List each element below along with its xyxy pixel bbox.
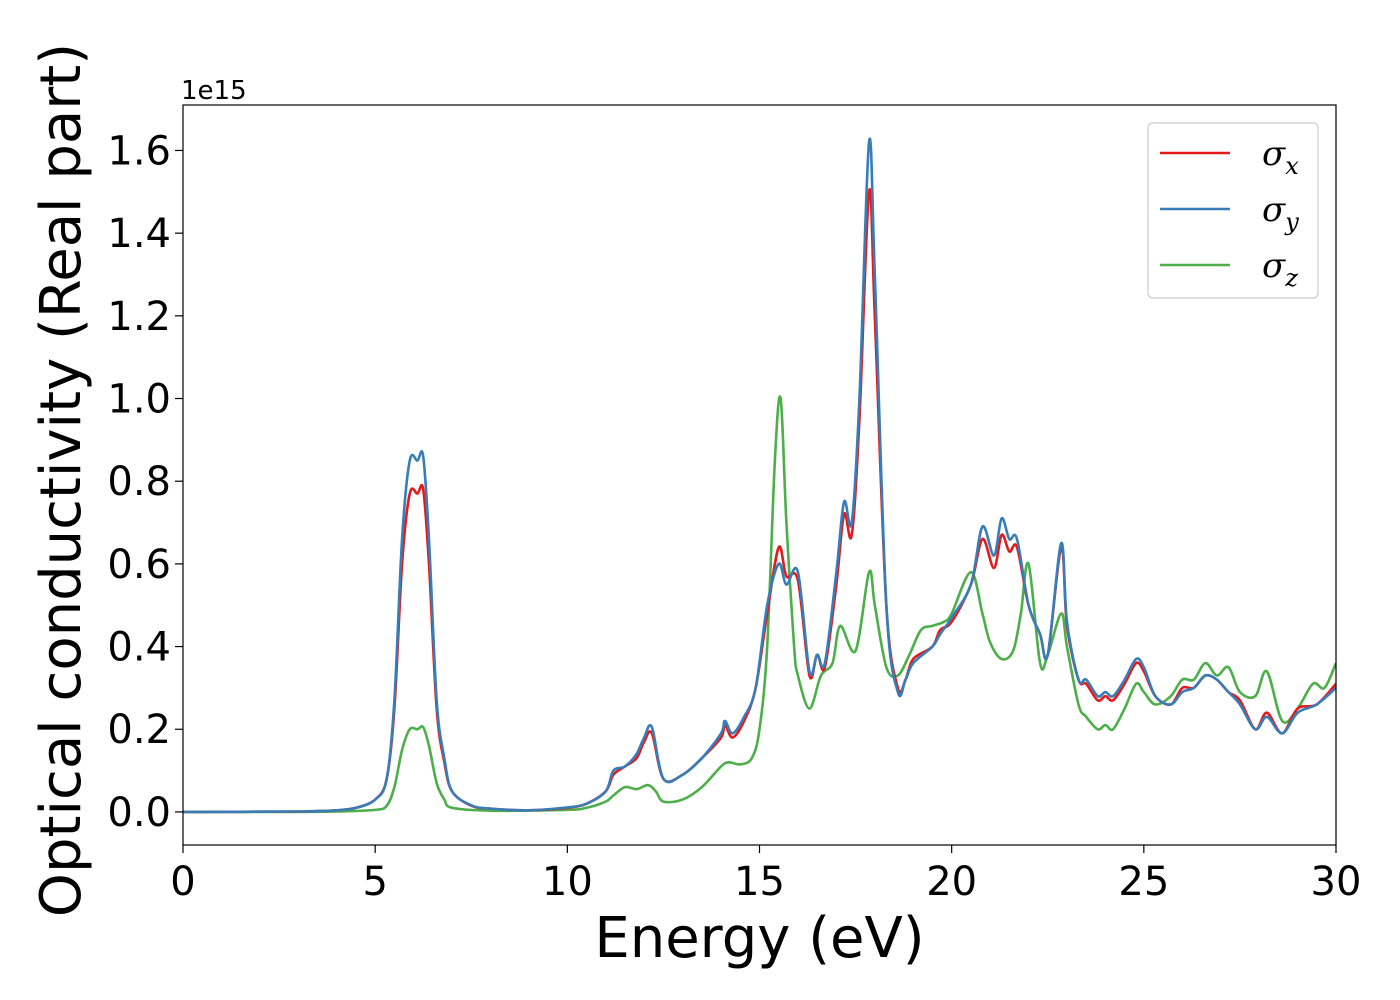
x-tick-label: 10 bbox=[542, 859, 593, 905]
y-tick-label: 0.0 bbox=[107, 790, 171, 836]
y-tick-label: 0.8 bbox=[107, 459, 171, 505]
sigma-z-line bbox=[183, 395, 1336, 814]
x-tick-label: 5 bbox=[362, 859, 387, 905]
legend-item-sigma-y: σy bbox=[1160, 190, 1299, 236]
legend-box bbox=[1147, 122, 1319, 299]
y-tick-label: 1.4 bbox=[107, 211, 171, 257]
legend: σx σy σz bbox=[1147, 122, 1319, 299]
y-tick-label: 1.2 bbox=[107, 294, 171, 340]
legend-label: σz bbox=[1262, 246, 1298, 292]
sigma-y-line bbox=[183, 137, 1336, 814]
y-tick-label: 0.6 bbox=[107, 542, 171, 588]
legend-item-sigma-z: σz bbox=[1160, 246, 1298, 292]
y-axis-title: Optical conductivity (Real part) bbox=[29, 43, 94, 917]
x-tick-label: 30 bbox=[1311, 859, 1362, 905]
legend-label: σx bbox=[1262, 134, 1299, 180]
x-axis-title: Energy (eV) bbox=[594, 906, 924, 971]
x-tick-label: 20 bbox=[926, 859, 977, 905]
x-tick-label: 25 bbox=[1118, 859, 1169, 905]
x-tick-label: 0 bbox=[170, 859, 195, 905]
x-axis: 0 5 10 15 20 25 30 bbox=[170, 845, 1361, 905]
plot-lines bbox=[183, 137, 1336, 814]
legend-item-sigma-x: σx bbox=[1160, 134, 1299, 180]
y-tick-label: 0.2 bbox=[107, 707, 171, 753]
y-tick-label: 0.4 bbox=[107, 625, 171, 671]
y-tick-label: 1.0 bbox=[107, 377, 171, 423]
x-tick-label: 15 bbox=[734, 859, 785, 905]
legend-label: σy bbox=[1262, 190, 1299, 236]
y-offset-label: 1e15 bbox=[181, 76, 247, 106]
y-tick-label: 1.6 bbox=[107, 128, 171, 174]
y-axis: 0.0 0.2 0.4 0.6 0.8 1.0 1.2 1.4 1.6 bbox=[107, 128, 183, 836]
